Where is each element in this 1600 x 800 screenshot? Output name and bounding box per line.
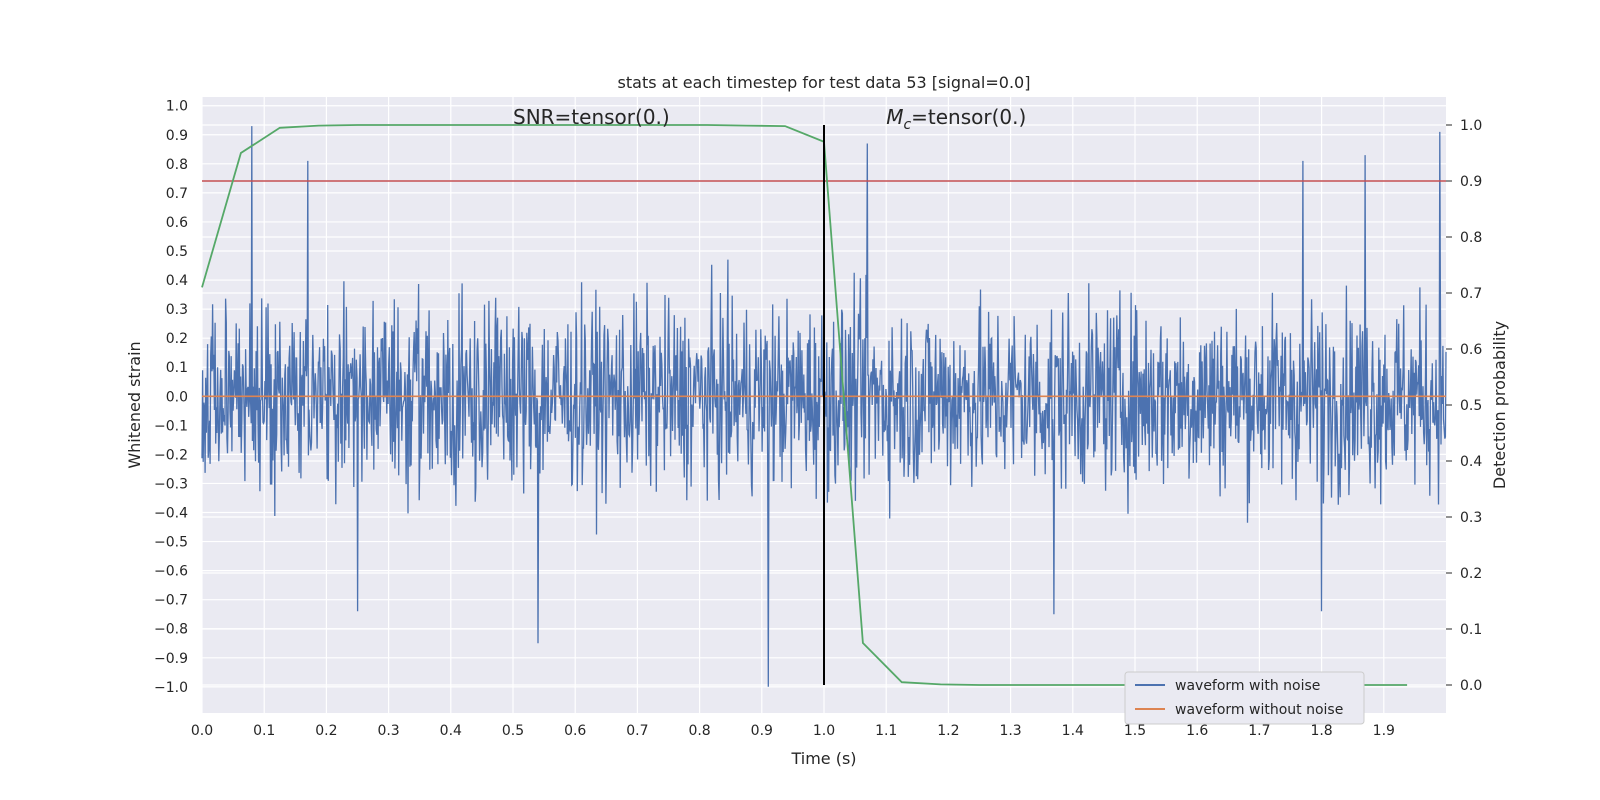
x-tick-label: 0.5 [502, 723, 524, 739]
left-tick-label: −0.8 [154, 622, 188, 638]
left-tick-label: −0.4 [154, 506, 188, 522]
annotation-mc-value: =tensor(0.) [911, 105, 1026, 129]
annotation-mc: Mc=tensor(0.) [886, 105, 1026, 133]
x-tick-label: 1.0 [813, 723, 835, 739]
x-tick-label: 0.4 [440, 723, 462, 739]
left-axis-title: Whitened strain [125, 341, 144, 468]
left-tick-label: −0.2 [154, 447, 188, 463]
right-axis-ticks: 1.0 0.9 0.8 0.7 0.6 0.5 0.4 0.3 0.2 0.1 0.0 [1446, 118, 1482, 694]
left-tick-label: −0.1 [154, 418, 188, 434]
x-tick-label: 1.1 [875, 723, 897, 739]
left-tick-label: −0.3 [154, 476, 188, 492]
x-tick-label: 0.6 [564, 723, 586, 739]
right-tick-label: 0.8 [1460, 230, 1482, 246]
right-tick-label: 0.4 [1460, 454, 1482, 470]
left-tick-label: 0.4 [166, 273, 188, 289]
legend-label-noise: waveform with noise [1175, 678, 1320, 694]
left-tick-label: −0.7 [154, 593, 188, 609]
x-tick-label: 0.9 [751, 723, 773, 739]
legend-box [1124, 671, 1365, 725]
x-tick-label: 1.4 [1062, 723, 1084, 739]
right-tick-label: 0.0 [1460, 678, 1482, 694]
x-tick-label: 1.5 [1124, 723, 1146, 739]
left-tick-label: −1.0 [154, 680, 188, 696]
left-tick-label: −0.5 [154, 535, 188, 551]
x-tick-label: 1.3 [999, 723, 1021, 739]
right-tick-label: 0.3 [1460, 510, 1482, 526]
right-tick-label: 1.0 [1460, 118, 1482, 134]
annotation-mc-symbol: M [886, 105, 903, 129]
x-tick-label: 0.1 [253, 723, 275, 739]
left-tick-label: 0.2 [166, 331, 188, 347]
x-tick-label: 0.2 [315, 723, 337, 739]
left-tick-label: 0.8 [166, 157, 188, 173]
x-axis-title: Time (s) [790, 749, 856, 768]
left-tick-label: 0.7 [166, 186, 188, 202]
x-tick-label: 0.0 [191, 723, 213, 739]
left-axis-ticks: 1.0 0.9 0.8 0.7 0.6 0.5 0.4 0.3 0.2 0.1 0.0 −0.1 −0.… [154, 99, 188, 696]
right-tick-label: 0.7 [1460, 286, 1482, 302]
right-tick-label: 0.9 [1460, 174, 1482, 190]
x-tick-label: 1.8 [1310, 723, 1332, 739]
left-tick-label: 0.0 [166, 389, 188, 405]
left-tick-label: 0.5 [166, 244, 188, 260]
x-tick-label: 0.3 [377, 723, 399, 739]
x-tick-label: 0.7 [626, 723, 648, 739]
left-tick-label: 0.1 [166, 360, 188, 376]
left-tick-label: 0.3 [166, 302, 188, 318]
left-tick-label: 1.0 [166, 99, 188, 115]
right-tick-label: 0.2 [1460, 566, 1482, 582]
annotation-snr: SNR=tensor(0.) [513, 105, 670, 129]
left-tick-label: 0.9 [166, 128, 188, 144]
right-tick-label: 0.5 [1460, 398, 1482, 414]
legend: waveform with noise waveform without noi… [1124, 671, 1365, 725]
chart-title: stats at each timestep for test data 53 … [618, 73, 1031, 92]
right-tick-label: 0.6 [1460, 342, 1482, 358]
x-tick-label: 1.7 [1248, 723, 1270, 739]
left-tick-label: −0.9 [154, 651, 188, 667]
x-tick-label: 1.2 [937, 723, 959, 739]
x-axis-ticks: 0.0 0.1 0.2 0.3 0.4 0.5 0.6 0.7 0.8 0.9 1.0 1.1 1.2 1… [191, 723, 1395, 739]
right-axis-title: Detection probability [1490, 321, 1509, 489]
x-tick-label: 1.9 [1373, 723, 1395, 739]
left-tick-label: 0.6 [166, 215, 188, 231]
right-tick-label: 0.1 [1460, 622, 1482, 638]
annotation-mc-subscript: c [903, 117, 911, 133]
left-tick-label: −0.6 [154, 564, 188, 580]
x-tick-label: 1.6 [1186, 723, 1208, 739]
legend-label-clean: waveform without noise [1175, 702, 1343, 718]
x-tick-label: 0.8 [688, 723, 710, 739]
